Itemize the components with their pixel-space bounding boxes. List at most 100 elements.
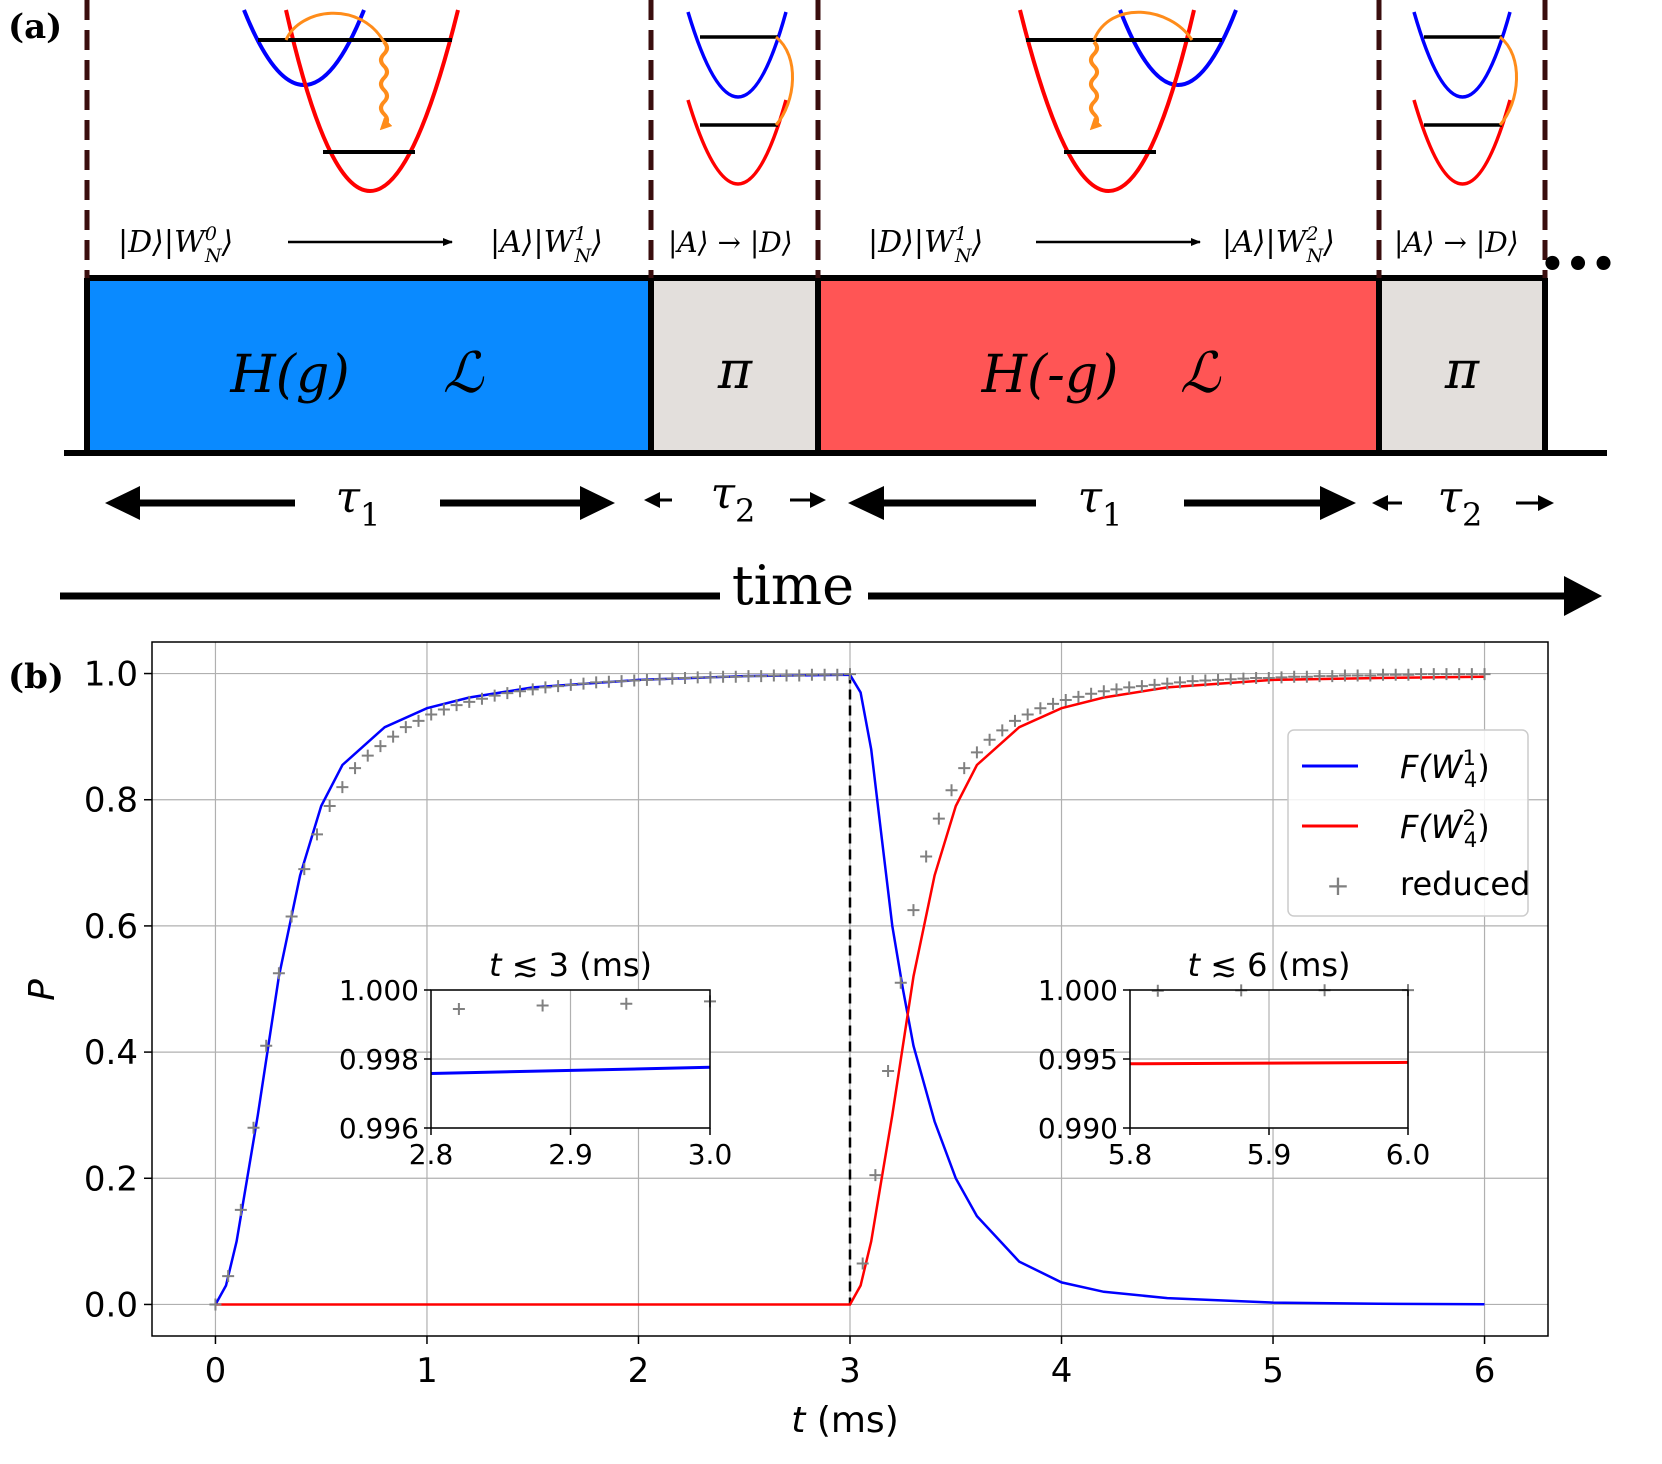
reduced-marker xyxy=(1440,668,1453,681)
reduced-marker xyxy=(1427,668,1440,681)
seg2-end-state: |A⟩|W2 N⟩ xyxy=(1222,223,1335,267)
potential-diagram-3 xyxy=(1018,9,1238,193)
tau2b-right-head xyxy=(1538,495,1554,511)
reduced-marker xyxy=(996,724,1009,737)
reduced-marker xyxy=(514,685,527,698)
reduced-marker xyxy=(742,670,755,683)
time-arrow-head xyxy=(1564,576,1602,616)
tau1-left-head xyxy=(105,486,140,520)
legend-marker-reduced: + xyxy=(1326,869,1349,902)
y-tick-label: 0.8 xyxy=(84,781,138,821)
x-axis-label: t (ms) xyxy=(791,1400,898,1441)
reduced-marker xyxy=(526,683,539,696)
tau2-label-2: τ2 xyxy=(1438,472,1483,534)
reduced-marker xyxy=(907,904,920,917)
reduced-marker xyxy=(1008,714,1021,727)
reduced-marker xyxy=(717,670,730,683)
reduced-marker xyxy=(564,678,577,691)
panel-a-label: (a) xyxy=(8,7,62,47)
main-chart: 0 1 2 3 4 5 6 0.0 0.2 0.4 0.6 0.8 1.0 t (ms) P xyxy=(22,641,1549,1441)
legend-label-reduced: reduced xyxy=(1400,865,1530,903)
inset-y-tick-label: 0.990 xyxy=(1038,1112,1118,1145)
main-ticks: 0 1 2 3 4 5 6 0.0 0.2 0.4 0.6 0.8 1.0 xyxy=(84,655,1495,1391)
time-axis-arrow: time xyxy=(60,554,1602,617)
reduced-marker xyxy=(691,671,704,684)
x-tick-label: 2 xyxy=(628,1351,650,1391)
reduced-marker xyxy=(920,850,933,863)
pi-pulse-arc xyxy=(774,35,794,126)
reduced-marker xyxy=(272,967,285,980)
reduced-marker xyxy=(1415,668,1428,681)
reduced-marker xyxy=(1021,708,1034,721)
inset-frame xyxy=(430,989,711,1129)
y-tick-label: 0.6 xyxy=(84,907,138,947)
reduced-marker xyxy=(1275,671,1288,684)
duration-arrows: τ1 τ2 τ1 τ2 xyxy=(105,468,1554,534)
reduced-marker xyxy=(463,695,476,708)
block-pulse2 xyxy=(1380,278,1545,450)
y-tick-label: 0.4 xyxy=(84,1033,138,1073)
inset-frame xyxy=(1129,989,1409,1129)
time-label: time xyxy=(732,554,854,617)
x-tick-label: 5 xyxy=(1262,1351,1284,1391)
reduced-marker xyxy=(387,730,400,743)
reduced-marker xyxy=(488,689,501,702)
inset-y-tick-label: 0.995 xyxy=(1038,1043,1118,1076)
tau1-right-head xyxy=(580,486,615,520)
reduced-marker xyxy=(970,746,983,759)
reduced-marker xyxy=(1338,669,1351,682)
reduced-marker xyxy=(1389,668,1402,681)
reduced-marker xyxy=(793,669,806,682)
reduced-marker xyxy=(577,677,590,690)
inset-y-tick-label: 1.000 xyxy=(1038,974,1118,1007)
seg1-start-state: |D⟩|W0 N⟩ xyxy=(118,223,233,267)
tau2-label-1: τ2 xyxy=(711,468,756,530)
reduced-marker xyxy=(932,812,945,825)
inset-y-tick-label: 0.998 xyxy=(339,1043,419,1076)
tau2b-left-head xyxy=(1372,495,1388,511)
reduced-marker xyxy=(767,669,780,682)
reduced-marker xyxy=(1237,672,1250,685)
reduced-marker xyxy=(1085,687,1098,700)
tau1-label-2: τ1 xyxy=(1078,472,1123,534)
reduced-marker xyxy=(1161,677,1174,690)
tau1b-left-head xyxy=(848,486,884,520)
reduced-marker xyxy=(729,670,742,683)
potential-diagram-1 xyxy=(242,9,460,193)
reduced-marker xyxy=(285,910,298,923)
y-axis-label: P xyxy=(22,979,63,1001)
relaxation-wave-2 xyxy=(1089,40,1103,131)
reduced-marker xyxy=(1047,697,1060,710)
reduced-marker xyxy=(1478,668,1491,681)
reduced-marker xyxy=(1453,668,1466,681)
legend-label-red: F(W2 4) xyxy=(1400,806,1490,852)
reduced-marker xyxy=(983,733,996,746)
reduced-marker xyxy=(298,863,311,876)
reduced-marker xyxy=(247,1121,260,1134)
reduced-marker xyxy=(1364,669,1377,682)
reduced-marker xyxy=(437,703,450,716)
reduced-marker xyxy=(399,721,412,734)
inset-x-tick-label: 5.8 xyxy=(1108,1138,1153,1171)
x-tick-label: 3 xyxy=(839,1351,861,1391)
inset-x-tick-label: 6.0 xyxy=(1386,1138,1431,1171)
inset-reduced-marker xyxy=(620,997,633,1010)
panel-a: (a) H(g) ℒ π H(-g) ℒ π xyxy=(8,0,1616,617)
reduced-marker xyxy=(869,1169,882,1182)
reduced-marker xyxy=(552,680,565,693)
reduced-marker xyxy=(260,1039,273,1052)
reduced-marker xyxy=(412,714,425,727)
panel-b: (b) 0 1 2 3 4 5 6 0.0 0.2 0.4 0.6 0.8 1.0 t (ms) P F… xyxy=(8,641,1549,1441)
tau1b-right-head xyxy=(1320,486,1356,520)
red-parabola-small xyxy=(686,99,788,186)
reduced-marker xyxy=(1059,694,1072,707)
reduced-marker xyxy=(1313,670,1326,683)
reduced-marker xyxy=(349,762,362,775)
legend-box xyxy=(1287,729,1529,917)
inset-1: 2.8 2.9 3.0 0.996 0.998 1.000 t ≲ 3 (ms) xyxy=(339,946,732,1171)
reduced-marker xyxy=(1072,690,1085,703)
reduced-marker xyxy=(945,784,958,797)
y-tick-label: 0.0 xyxy=(84,1285,138,1325)
legend-label-blue: F(W1 4) xyxy=(1400,746,1490,792)
